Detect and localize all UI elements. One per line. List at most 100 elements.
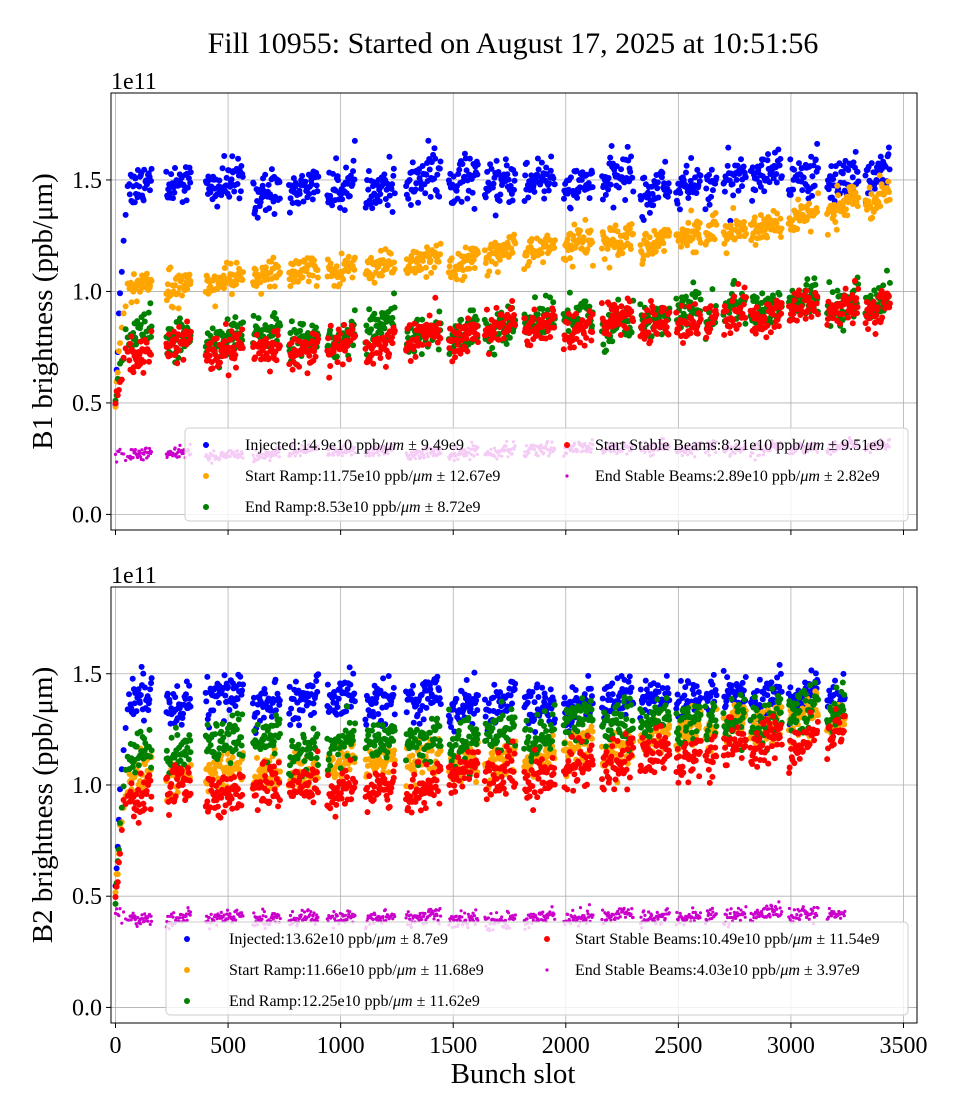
data-point [249, 700, 256, 707]
data-point [575, 188, 582, 195]
data-point [534, 155, 541, 162]
data-point [422, 264, 429, 271]
data-point [262, 690, 269, 697]
data-point [751, 214, 758, 221]
data-point [776, 291, 783, 298]
data-point [680, 340, 687, 347]
data-point [412, 186, 419, 193]
data-point [309, 196, 316, 203]
data-point [122, 211, 129, 218]
data-point [832, 218, 839, 225]
data-point [471, 669, 478, 676]
data-point [224, 316, 231, 323]
legend-label: End Stable Beams:2.89e10 ppb/μm ± 2.82e9 [595, 468, 880, 485]
data-point [423, 171, 430, 178]
data-point [120, 747, 127, 754]
data-point [661, 305, 668, 312]
data-point [570, 187, 577, 194]
data-point [137, 322, 144, 329]
data-point [806, 200, 813, 207]
data-point [210, 707, 217, 714]
data-point [271, 211, 278, 218]
data-point [174, 360, 181, 367]
data-point [140, 717, 147, 724]
data-point [166, 699, 173, 706]
data-point [695, 290, 702, 297]
data-point [721, 331, 728, 338]
legend-unit: μm [400, 499, 421, 516]
data-point [770, 311, 777, 318]
data-point [527, 342, 534, 349]
data-point [274, 332, 281, 339]
data-point [547, 167, 554, 174]
data-point [791, 297, 798, 304]
data-point [295, 715, 302, 722]
panel-b2: 0 500 1000 1500 2000 2500 3000 35000.00.51.01.5… [27, 563, 927, 1059]
data-point [466, 155, 473, 162]
data-point [175, 347, 182, 354]
data-point [458, 198, 465, 205]
data-point [804, 276, 811, 283]
data-point [146, 187, 153, 194]
data-point [118, 268, 125, 275]
data-point [835, 192, 842, 199]
data-point [302, 178, 309, 185]
data-point [223, 174, 230, 181]
data-point [645, 329, 652, 336]
data-point [828, 163, 835, 170]
data-point [612, 222, 619, 229]
data-point [685, 194, 692, 201]
data-point [222, 692, 229, 699]
data-point [176, 285, 183, 292]
data-point [508, 304, 515, 311]
data-point [163, 168, 170, 175]
data-point [815, 190, 822, 197]
data-point [706, 171, 713, 178]
data-point [713, 221, 720, 228]
data-point [795, 160, 802, 167]
data-point [452, 354, 459, 361]
data-point [511, 231, 518, 238]
data-point [329, 170, 336, 177]
data-point [176, 323, 183, 330]
data-point [663, 324, 670, 331]
data-point [573, 310, 580, 317]
data-point [136, 699, 143, 706]
data-point [863, 299, 870, 306]
data-point [384, 202, 391, 209]
data-point [334, 704, 341, 711]
data-point [735, 187, 742, 194]
data-point [187, 328, 194, 335]
data-point [644, 251, 651, 258]
legend-item: End Ramp:8.53e10 ppb/μm ± 8.72e9 [203, 499, 480, 516]
data-point [708, 166, 715, 173]
data-point [172, 282, 179, 289]
data-point [350, 157, 357, 164]
data-point [409, 690, 416, 697]
data-point [148, 328, 155, 335]
data-point [309, 272, 316, 279]
data-point [885, 178, 892, 185]
data-point [454, 195, 461, 202]
legend-series-name: End Stable Beams:2.89e10 ppb/ [595, 468, 801, 485]
data-point [629, 174, 636, 181]
data-point [407, 202, 414, 209]
data-point [630, 318, 637, 325]
data-point [761, 188, 768, 195]
data-point [865, 326, 872, 333]
data-point [496, 171, 503, 178]
data-point [693, 190, 700, 197]
data-point [684, 242, 691, 249]
data-point [118, 376, 125, 383]
data-point [140, 369, 147, 376]
data-point [749, 197, 756, 204]
data-point [551, 244, 558, 251]
data-point [306, 190, 313, 197]
data-point [564, 236, 571, 243]
data-point [665, 180, 672, 187]
data-point [529, 314, 536, 321]
data-point [623, 325, 630, 332]
data-point [474, 161, 481, 168]
data-point [296, 363, 303, 370]
data-point [257, 279, 264, 286]
